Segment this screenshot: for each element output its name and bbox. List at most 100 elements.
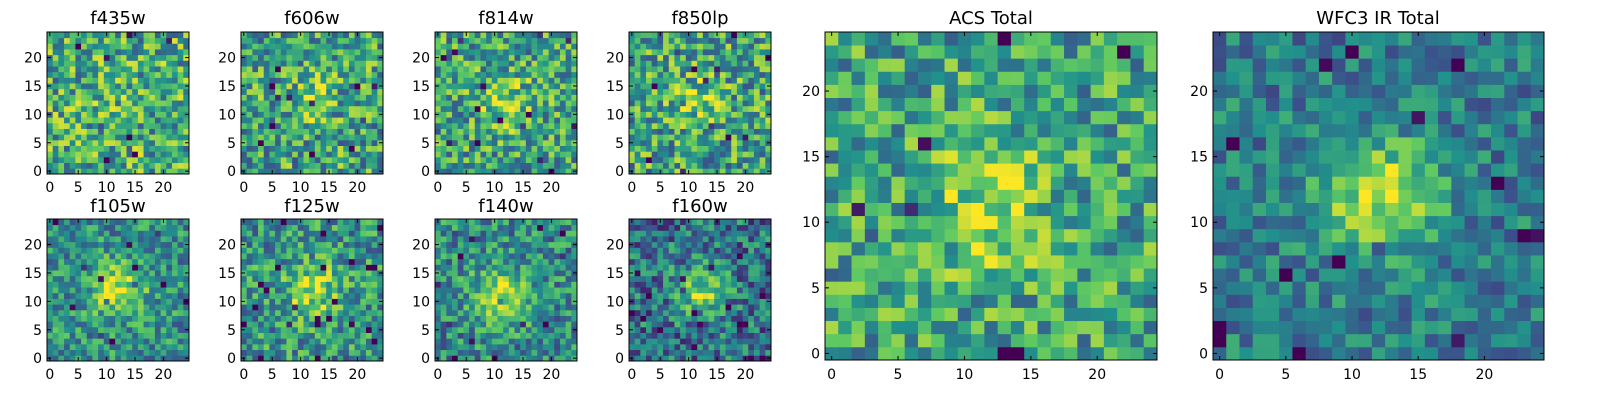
heatmap-cell <box>480 105 487 112</box>
heatmap-cell <box>246 275 253 282</box>
heatmap-cell <box>126 111 133 118</box>
heatmap-cell <box>571 88 578 95</box>
heatmap-cell <box>69 168 76 175</box>
heatmap-cell <box>531 264 538 271</box>
heatmap-cell <box>452 162 459 169</box>
heatmap-cell <box>440 100 447 107</box>
heatmap-cell <box>714 326 721 333</box>
heatmap-cell <box>86 43 93 50</box>
heatmap-cell <box>314 37 321 44</box>
heatmap-cell <box>554 43 561 50</box>
heatmap-cell <box>149 111 156 118</box>
heatmap-cell <box>531 105 538 112</box>
heatmap-cell <box>309 128 316 135</box>
heatmap-cell <box>365 219 373 226</box>
heatmap-cell <box>137 349 144 356</box>
y-tick-label: 20 <box>218 238 236 254</box>
heatmap-cell <box>457 326 464 333</box>
heatmap-cell <box>297 94 304 101</box>
heatmap-cell <box>542 349 549 356</box>
heatmap-cell <box>365 37 373 44</box>
heatmap-cell <box>98 355 105 362</box>
heatmap-cell <box>452 49 459 56</box>
heatmap-cell <box>725 117 732 124</box>
heatmap-cell <box>685 105 692 112</box>
heatmap-cell <box>69 355 76 362</box>
heatmap-cell <box>554 66 561 73</box>
heatmap-cell <box>508 326 515 333</box>
y-tick-label: 5 <box>615 136 624 152</box>
heatmap-cell <box>360 66 367 73</box>
heatmap-cell <box>269 315 276 322</box>
heatmap-cell <box>314 128 321 135</box>
heatmap-cell <box>452 236 459 243</box>
heatmap-cell <box>263 326 270 333</box>
heatmap-cell <box>440 241 447 248</box>
heatmap-cell <box>497 134 504 141</box>
heatmap-cell <box>47 100 54 107</box>
heatmap-cell <box>286 224 293 231</box>
heatmap-cell <box>177 287 184 294</box>
heatmap-cell <box>337 349 344 356</box>
heatmap-cell <box>137 49 144 56</box>
heatmap-cell <box>559 247 567 254</box>
heatmap-cell <box>371 224 378 231</box>
heatmap-cell <box>531 156 538 164</box>
heatmap-cell <box>275 134 282 141</box>
heatmap-cell <box>132 117 139 124</box>
heatmap-cell <box>759 77 766 84</box>
heatmap-cell <box>520 315 527 322</box>
heatmap-cell <box>314 332 321 339</box>
heatmap-cell <box>634 321 641 328</box>
heatmap-cell <box>137 66 144 73</box>
heatmap-cell <box>559 321 567 328</box>
heatmap-cell <box>640 94 647 101</box>
heatmap-cell <box>286 71 293 78</box>
heatmap-cell <box>86 54 93 61</box>
heatmap-cell <box>143 219 150 226</box>
heatmap-cell <box>331 281 338 288</box>
heatmap-cell <box>126 49 133 56</box>
heatmap-cell <box>132 241 139 248</box>
heatmap-cell <box>514 349 521 356</box>
heatmap-cell <box>753 298 761 305</box>
heatmap-cell <box>337 287 344 294</box>
heatmap-cell <box>52 122 59 129</box>
heatmap-cell <box>297 258 304 265</box>
heatmap-cell <box>714 43 721 50</box>
heatmap-cell <box>354 247 361 254</box>
heatmap-cell <box>525 230 532 237</box>
heatmap-cell <box>520 100 527 107</box>
heatmap-cell <box>480 77 487 84</box>
heatmap-cell <box>177 241 184 248</box>
heatmap-cell <box>463 298 470 305</box>
heatmap-cell <box>337 151 344 158</box>
heatmap-cell <box>86 275 93 282</box>
heatmap-cell <box>320 355 327 362</box>
heatmap-cell <box>103 49 110 56</box>
heatmap-cell <box>149 100 156 107</box>
heatmap-cell <box>457 117 464 124</box>
heatmap-cell <box>646 315 653 322</box>
heatmap-cell <box>559 60 567 67</box>
heatmap-cell <box>86 287 93 294</box>
heatmap-cell <box>137 134 144 141</box>
heatmap-cell <box>331 349 338 356</box>
heatmap-cell <box>452 83 459 90</box>
heatmap-cell <box>103 224 110 231</box>
heatmap-cell <box>371 241 378 248</box>
heatmap-cell <box>497 162 504 169</box>
heatmap-cell <box>120 321 127 328</box>
y-tick-label: 15 <box>218 266 236 282</box>
heatmap-cell <box>354 309 361 316</box>
heatmap-cell <box>765 37 772 44</box>
heatmap-cell <box>292 315 299 322</box>
heatmap-cell <box>629 156 636 164</box>
heatmap-cell <box>548 292 555 299</box>
heatmap-cell <box>634 88 641 95</box>
heatmap-cell <box>452 247 459 254</box>
heatmap-cell <box>58 139 65 146</box>
heatmap-cell <box>292 332 299 339</box>
heatmap-cell <box>377 236 384 243</box>
heatmap-cell <box>697 139 704 146</box>
